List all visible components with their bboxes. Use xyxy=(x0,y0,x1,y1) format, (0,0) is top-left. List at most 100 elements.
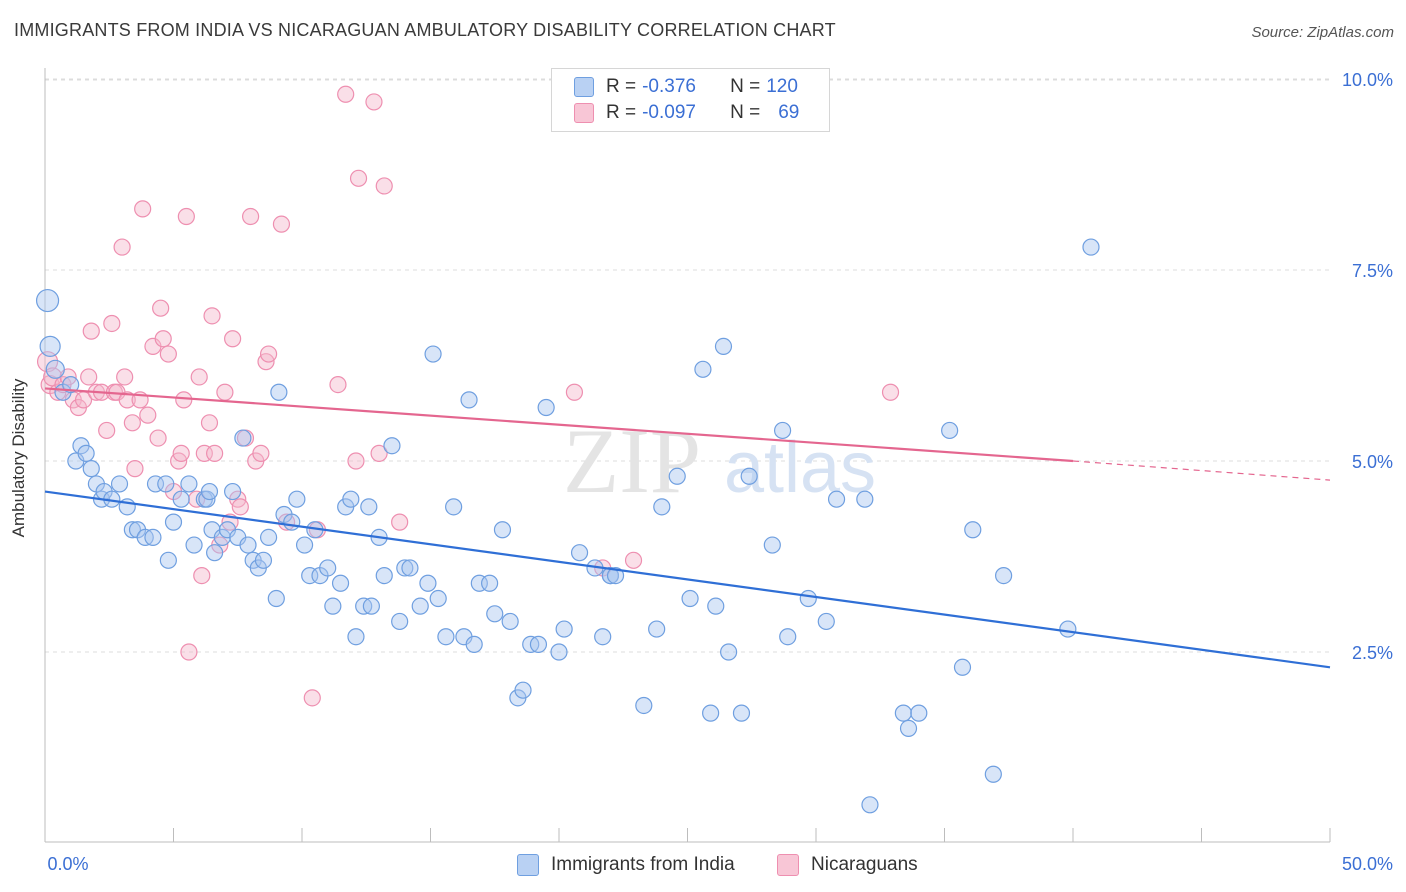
india-point xyxy=(185,536,203,554)
india-point xyxy=(35,288,60,313)
nicaraguans-point xyxy=(154,330,172,348)
nicaraguans-point xyxy=(303,689,321,707)
nicaraguans-point xyxy=(200,414,219,432)
india-point xyxy=(157,475,175,493)
india-point xyxy=(324,597,342,615)
india-point xyxy=(270,383,288,401)
nicaraguans-point xyxy=(103,314,121,333)
india-point xyxy=(910,704,928,722)
trend-lines xyxy=(44,387,1331,669)
india-point xyxy=(1059,620,1077,638)
india-point xyxy=(702,704,720,722)
india-point xyxy=(396,559,414,577)
india-point xyxy=(295,536,314,554)
nicaraguans-point xyxy=(252,444,270,462)
india-point xyxy=(62,376,80,394)
nicaraguans-point xyxy=(881,383,900,401)
axes xyxy=(44,68,1331,843)
india-point xyxy=(437,628,455,646)
india-point xyxy=(501,612,519,631)
india-point xyxy=(254,551,273,569)
r-label: R = xyxy=(606,76,637,97)
nicaraguans-point xyxy=(349,169,368,187)
y-tick-label: 10.0% xyxy=(1342,70,1393,90)
r-label: R = xyxy=(606,102,637,123)
legend-row-nica: R = -0.097 N = 69 xyxy=(574,101,799,125)
nicaraguans-point xyxy=(391,513,409,531)
india-point xyxy=(424,345,442,363)
nicaraguans-point xyxy=(149,429,167,447)
nicaraguans-point xyxy=(193,566,211,585)
nicaraguans-point xyxy=(242,207,260,226)
india-point xyxy=(653,498,671,516)
nicaraguans-point xyxy=(180,643,198,661)
india-point xyxy=(164,513,183,531)
india-point xyxy=(224,482,242,501)
india-point xyxy=(206,544,224,562)
india-point xyxy=(555,620,573,638)
india-point xyxy=(159,551,177,569)
nicaraguans-point xyxy=(139,406,157,424)
india-point xyxy=(429,589,447,608)
india-point xyxy=(342,490,360,508)
n-value-india: 120 xyxy=(766,76,798,97)
india-point xyxy=(681,589,699,608)
india-point xyxy=(953,658,972,676)
india-point xyxy=(964,521,982,539)
india-point xyxy=(362,597,380,615)
nicaraguans-point xyxy=(337,85,355,103)
india-point xyxy=(856,490,874,508)
india-point xyxy=(391,612,409,631)
india-point xyxy=(740,467,758,485)
nicaraguans-point xyxy=(172,444,190,462)
nicaraguans-point xyxy=(565,383,584,401)
india-point xyxy=(180,475,198,493)
nicaraguans-point xyxy=(152,299,170,317)
india-legend-label: Immigrants from India xyxy=(551,854,735,875)
india-swatch xyxy=(574,77,594,97)
india-point xyxy=(123,521,141,539)
source-label: Source: ZipAtlas.com xyxy=(1251,24,1394,41)
stats-legend: R = -0.376 N = 120 R = -0.097 N = 69 xyxy=(551,68,830,132)
nicaraguans-point xyxy=(113,238,131,256)
n-value-nica: 69 xyxy=(778,102,800,123)
india-point xyxy=(375,566,393,585)
india-point xyxy=(570,544,589,562)
nicaraguans-point xyxy=(370,444,388,462)
india-point xyxy=(514,681,532,699)
india-point xyxy=(383,437,401,455)
india-point xyxy=(45,359,65,379)
india-point xyxy=(827,490,846,508)
india-point xyxy=(319,559,337,577)
legend-item-india[interactable]: Immigrants from India xyxy=(517,851,735,879)
india-point xyxy=(1082,238,1100,256)
india-point xyxy=(200,482,219,501)
x-tick-label: 0.0% xyxy=(47,854,88,874)
india-point xyxy=(239,536,257,554)
legend-item-nicaraguans[interactable]: Nicaraguans xyxy=(777,851,918,879)
india-point xyxy=(401,559,419,577)
india-swatch xyxy=(517,854,539,876)
nicaraguans-point xyxy=(216,383,234,401)
india-point xyxy=(763,536,781,554)
india-point xyxy=(707,597,725,615)
nicaraguans-point xyxy=(80,368,98,386)
nicaraguans-point xyxy=(118,391,136,409)
watermark-zip: ZIP xyxy=(563,410,701,512)
nicaraguans-trend-line xyxy=(44,387,1074,463)
india-point xyxy=(995,566,1013,585)
nicaraguans-point xyxy=(175,391,193,409)
nicaraguans-point xyxy=(231,498,249,516)
india-point xyxy=(172,490,190,508)
india-point xyxy=(601,566,620,585)
nicaraguans-point xyxy=(98,421,116,440)
nicaraguans-swatch xyxy=(777,854,799,876)
india-point xyxy=(773,421,792,440)
r-value-nica: -0.097 xyxy=(642,102,696,123)
india-point xyxy=(529,635,548,653)
nicaraguans-point xyxy=(375,177,393,195)
nicaraguans-swatch xyxy=(574,103,594,123)
nicaraguans-point xyxy=(82,322,100,340)
n-label: N = xyxy=(730,102,761,123)
